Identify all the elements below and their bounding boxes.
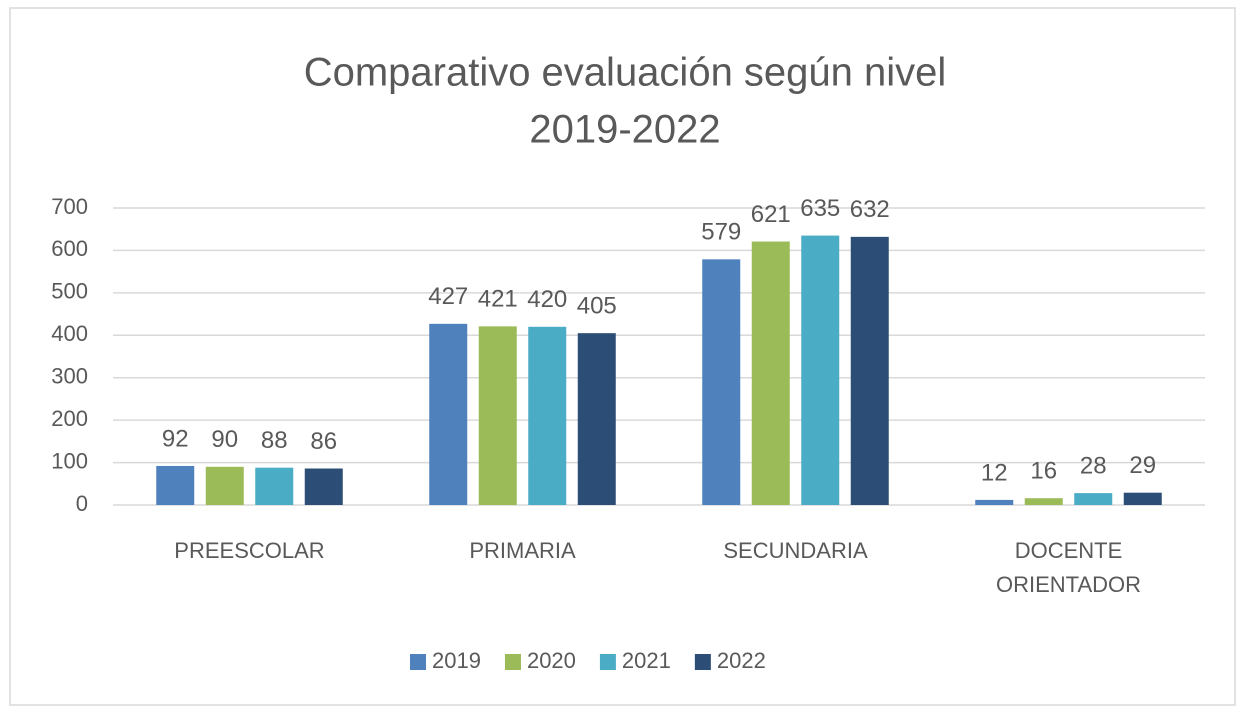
data-label: 16 [1030, 458, 1057, 485]
bar [751, 241, 790, 506]
data-label: 92 [162, 425, 189, 452]
bar [975, 499, 1014, 505]
data-label: 12 [981, 459, 1008, 486]
data-label: 427 [428, 283, 468, 310]
y-tick-label: 400 [51, 321, 88, 346]
x-tick-label: DOCENTE ORIENTADOR [995, 538, 1142, 597]
bar [429, 323, 468, 505]
data-label: 90 [211, 426, 238, 453]
data-label: 635 [800, 195, 840, 222]
chart-title: 2019-2022 [529, 108, 720, 152]
data-label: 579 [701, 219, 741, 246]
legend-swatch [599, 654, 616, 670]
bar [156, 465, 195, 505]
data-label: 86 [310, 428, 337, 455]
y-tick-label: 600 [51, 236, 88, 261]
data-label: 632 [850, 196, 890, 223]
legend-label: 2022 [717, 648, 766, 673]
bar [1123, 492, 1162, 505]
bar [801, 235, 840, 506]
bar [702, 259, 741, 505]
y-tick-label: 300 [51, 364, 88, 389]
legend-label: 2021 [622, 648, 671, 673]
data-label: 405 [577, 293, 617, 320]
y-tick-label: 200 [51, 406, 88, 431]
bar [1024, 498, 1063, 505]
bar [850, 236, 889, 505]
y-tick-label: 700 [51, 194, 88, 219]
data-label: 29 [1129, 452, 1156, 479]
bar [577, 333, 616, 505]
bar [304, 468, 343, 505]
bar [528, 326, 567, 505]
legend-label: 2020 [527, 648, 576, 673]
bar [1074, 493, 1113, 505]
bar [478, 326, 517, 505]
legend-swatch [504, 654, 521, 670]
bar [205, 466, 244, 505]
data-label: 28 [1080, 452, 1107, 479]
legend-swatch [694, 654, 711, 670]
data-label: 421 [478, 286, 518, 313]
data-label: 88 [261, 427, 288, 454]
legend-swatch [410, 654, 426, 670]
y-tick-label: 0 [76, 491, 88, 516]
x-tick-label: PREESCOLAR [174, 538, 325, 563]
data-label: 621 [751, 201, 791, 228]
x-tick-label: PRIMARIA [469, 538, 576, 563]
legend-label: 2019 [432, 648, 481, 673]
bar [255, 467, 294, 505]
y-tick-label: 100 [51, 448, 88, 473]
data-label: 420 [527, 286, 567, 313]
y-tick-label: 500 [51, 279, 88, 304]
chart-border [9, 7, 1236, 706]
chart-title: Comparativo evaluación según nivel [304, 51, 947, 95]
x-tick-label: SECUNDARIA [723, 538, 868, 563]
